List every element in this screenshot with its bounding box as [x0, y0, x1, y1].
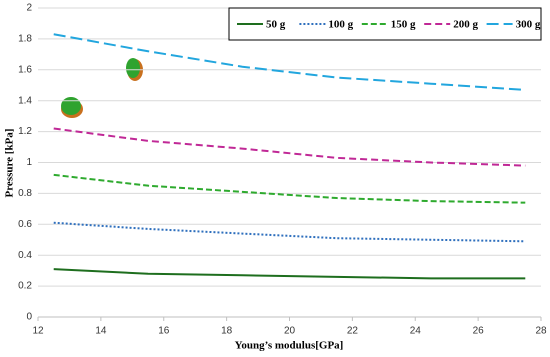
series-line — [53, 221, 526, 243]
x-tick-label: 16 — [158, 326, 170, 337]
x-tick-label: 22 — [347, 326, 359, 337]
y-tick-label: 0.6 — [18, 219, 32, 230]
legend-label: 50 g — [266, 19, 286, 31]
y-tick-label: 1.8 — [18, 34, 32, 45]
x-tick-label: 18 — [221, 326, 233, 337]
series-line — [53, 268, 526, 280]
legend-label: 100 g — [328, 19, 353, 31]
icon-left — [61, 97, 83, 118]
x-tick-label: 12 — [32, 326, 44, 337]
legend-label: 200 g — [453, 19, 478, 31]
y-tick-label: 0.2 — [18, 281, 32, 292]
y-tick-label: 0.4 — [18, 250, 32, 261]
y-tick-label: 1.4 — [18, 95, 32, 106]
y-tick-label: 1 — [26, 157, 32, 168]
series-line — [53, 127, 526, 167]
x-tick-label: 20 — [284, 326, 296, 337]
y-tick-label: 1.6 — [18, 64, 32, 75]
x-tick-label: 14 — [95, 326, 107, 337]
legend: 50 g 100 g 150 g 200 g 300 g — [228, 7, 542, 41]
series-line — [53, 173, 526, 204]
x-tick-label: 28 — [535, 326, 547, 337]
y-tick-label: 0.8 — [18, 188, 32, 199]
series-line — [53, 33, 526, 91]
y-tick-label: 0 — [26, 312, 32, 323]
legend-label: 300 g — [516, 19, 541, 31]
legend-label: 150 g — [391, 19, 416, 31]
y-tick-label: 2 — [26, 3, 32, 14]
x-tick-label: 24 — [410, 326, 422, 337]
x-axis-label: Young’s modulus[GPa] — [235, 340, 344, 352]
y-axis-label: Pressure [kPa] — [4, 129, 16, 198]
x-tick-label: 26 — [473, 326, 485, 337]
y-tick-label: 1.2 — [18, 126, 32, 137]
